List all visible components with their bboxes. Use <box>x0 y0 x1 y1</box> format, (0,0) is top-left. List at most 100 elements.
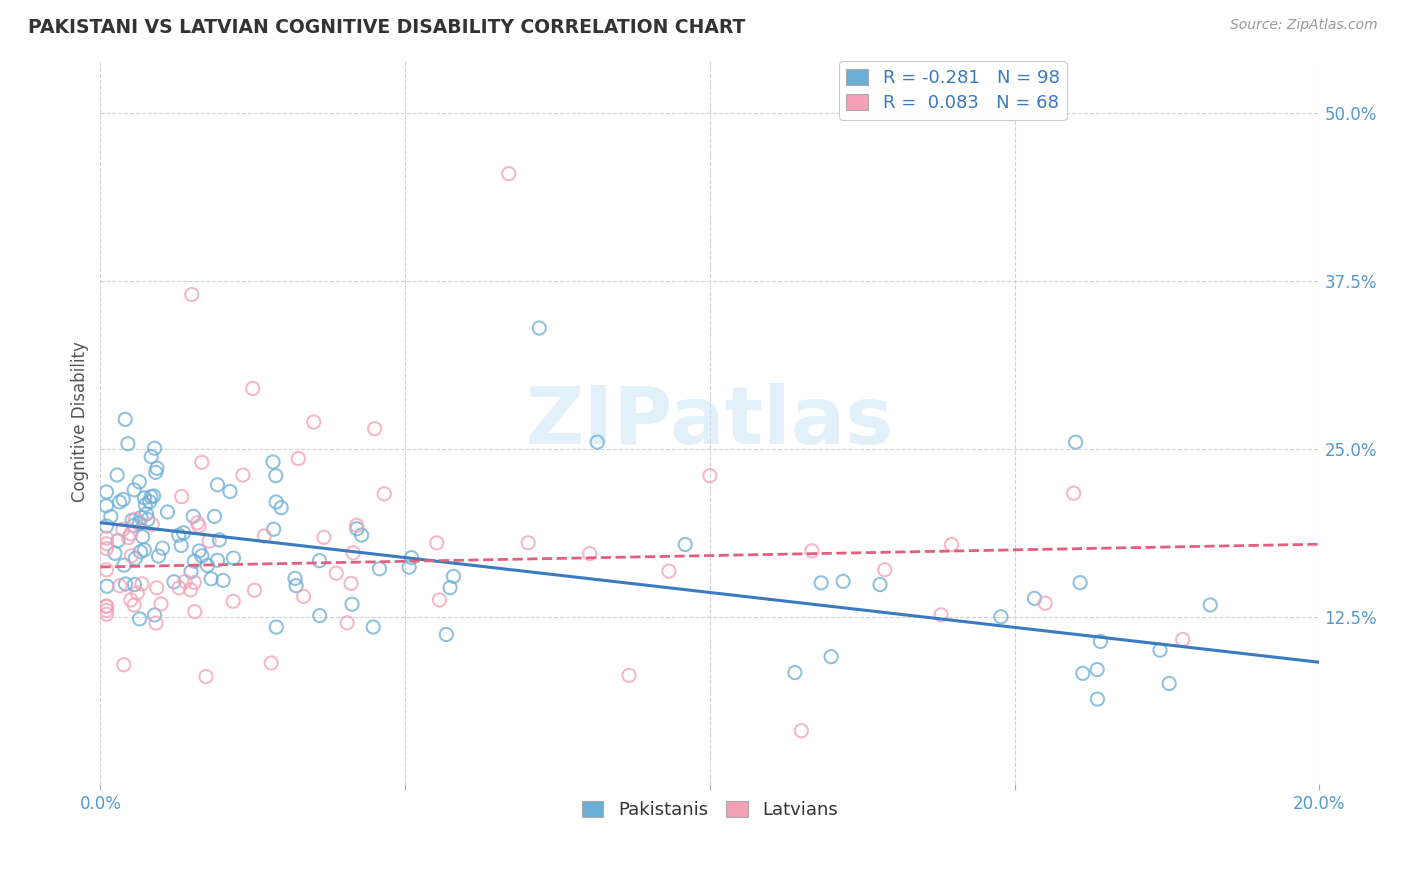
Point <box>96 599 118 614</box>
Point <box>105 468 128 483</box>
Point <box>207 553 229 567</box>
Point <box>350 528 373 542</box>
Point <box>96 599 118 613</box>
Point <box>124 512 146 526</box>
Point <box>174 574 197 589</box>
Point <box>183 554 205 568</box>
Point <box>96 607 118 622</box>
Point <box>222 551 245 566</box>
Point <box>434 627 457 641</box>
Point <box>340 576 363 591</box>
Point <box>124 577 146 591</box>
Point <box>212 574 235 588</box>
Point <box>325 566 347 581</box>
Point <box>131 530 153 544</box>
Point <box>120 549 142 563</box>
Point <box>1199 598 1222 612</box>
Point <box>1063 486 1085 500</box>
Point <box>346 518 368 533</box>
Point <box>204 509 226 524</box>
Point <box>170 490 193 504</box>
Point <box>207 477 229 491</box>
Point <box>222 594 245 608</box>
Point <box>673 537 696 551</box>
Point <box>260 656 283 670</box>
Point <box>262 455 284 469</box>
Point <box>141 517 163 532</box>
Point <box>361 620 384 634</box>
Text: ZIPatlas: ZIPatlas <box>526 383 894 461</box>
Point <box>263 522 285 536</box>
Point <box>122 598 145 612</box>
Point <box>112 558 135 573</box>
Point <box>363 422 385 436</box>
Point <box>170 539 193 553</box>
Point <box>198 534 221 549</box>
Point <box>139 490 162 504</box>
Point <box>121 513 143 527</box>
Point <box>1149 643 1171 657</box>
Point <box>197 558 219 573</box>
Point <box>120 593 142 607</box>
Point <box>124 551 146 566</box>
Point <box>186 516 208 530</box>
Point <box>191 549 214 563</box>
Point <box>578 547 600 561</box>
Point <box>1171 632 1194 647</box>
Point <box>517 536 540 550</box>
Point <box>820 649 842 664</box>
Point <box>96 579 118 593</box>
Point <box>308 554 330 568</box>
Point <box>586 435 609 450</box>
Point <box>122 483 145 497</box>
Point <box>373 487 395 501</box>
Point <box>439 581 461 595</box>
Point <box>122 518 145 533</box>
Point <box>287 451 309 466</box>
Point <box>181 509 204 524</box>
Legend: Pakistanis, Latvians: Pakistanis, Latvians <box>575 793 845 826</box>
Point <box>145 466 167 480</box>
Point <box>96 519 118 533</box>
Point <box>128 475 150 489</box>
Point <box>163 574 186 589</box>
Point <box>191 455 214 469</box>
Point <box>873 563 896 577</box>
Point <box>117 531 139 545</box>
Point <box>529 321 551 335</box>
Point <box>145 616 167 631</box>
Point <box>138 495 160 509</box>
Point <box>128 516 150 530</box>
Point <box>617 668 640 682</box>
Point <box>134 542 156 557</box>
Point <box>195 669 218 683</box>
Point <box>832 574 855 589</box>
Point <box>180 565 202 579</box>
Point <box>941 538 963 552</box>
Point <box>180 582 202 597</box>
Point <box>242 381 264 395</box>
Point <box>801 544 824 558</box>
Point <box>1087 692 1109 706</box>
Point <box>1071 666 1094 681</box>
Point <box>200 572 222 586</box>
Point <box>96 484 118 499</box>
Point <box>312 530 335 544</box>
Y-axis label: Cognitive Disability: Cognitive Disability <box>72 342 89 502</box>
Point <box>167 528 190 542</box>
Point <box>1033 596 1056 610</box>
Point <box>100 509 122 524</box>
Point <box>658 564 681 578</box>
Point <box>264 495 287 509</box>
Text: PAKISTANI VS LATVIAN COGNITIVE DISABILITY CORRELATION CHART: PAKISTANI VS LATVIAN COGNITIVE DISABILIT… <box>28 18 745 37</box>
Point <box>292 590 315 604</box>
Point <box>96 499 118 513</box>
Point <box>145 581 167 595</box>
Point <box>96 563 118 577</box>
Point <box>929 607 952 622</box>
Point <box>128 612 150 626</box>
Point <box>429 593 451 607</box>
Point <box>136 512 159 526</box>
Point <box>699 468 721 483</box>
Point <box>232 468 254 483</box>
